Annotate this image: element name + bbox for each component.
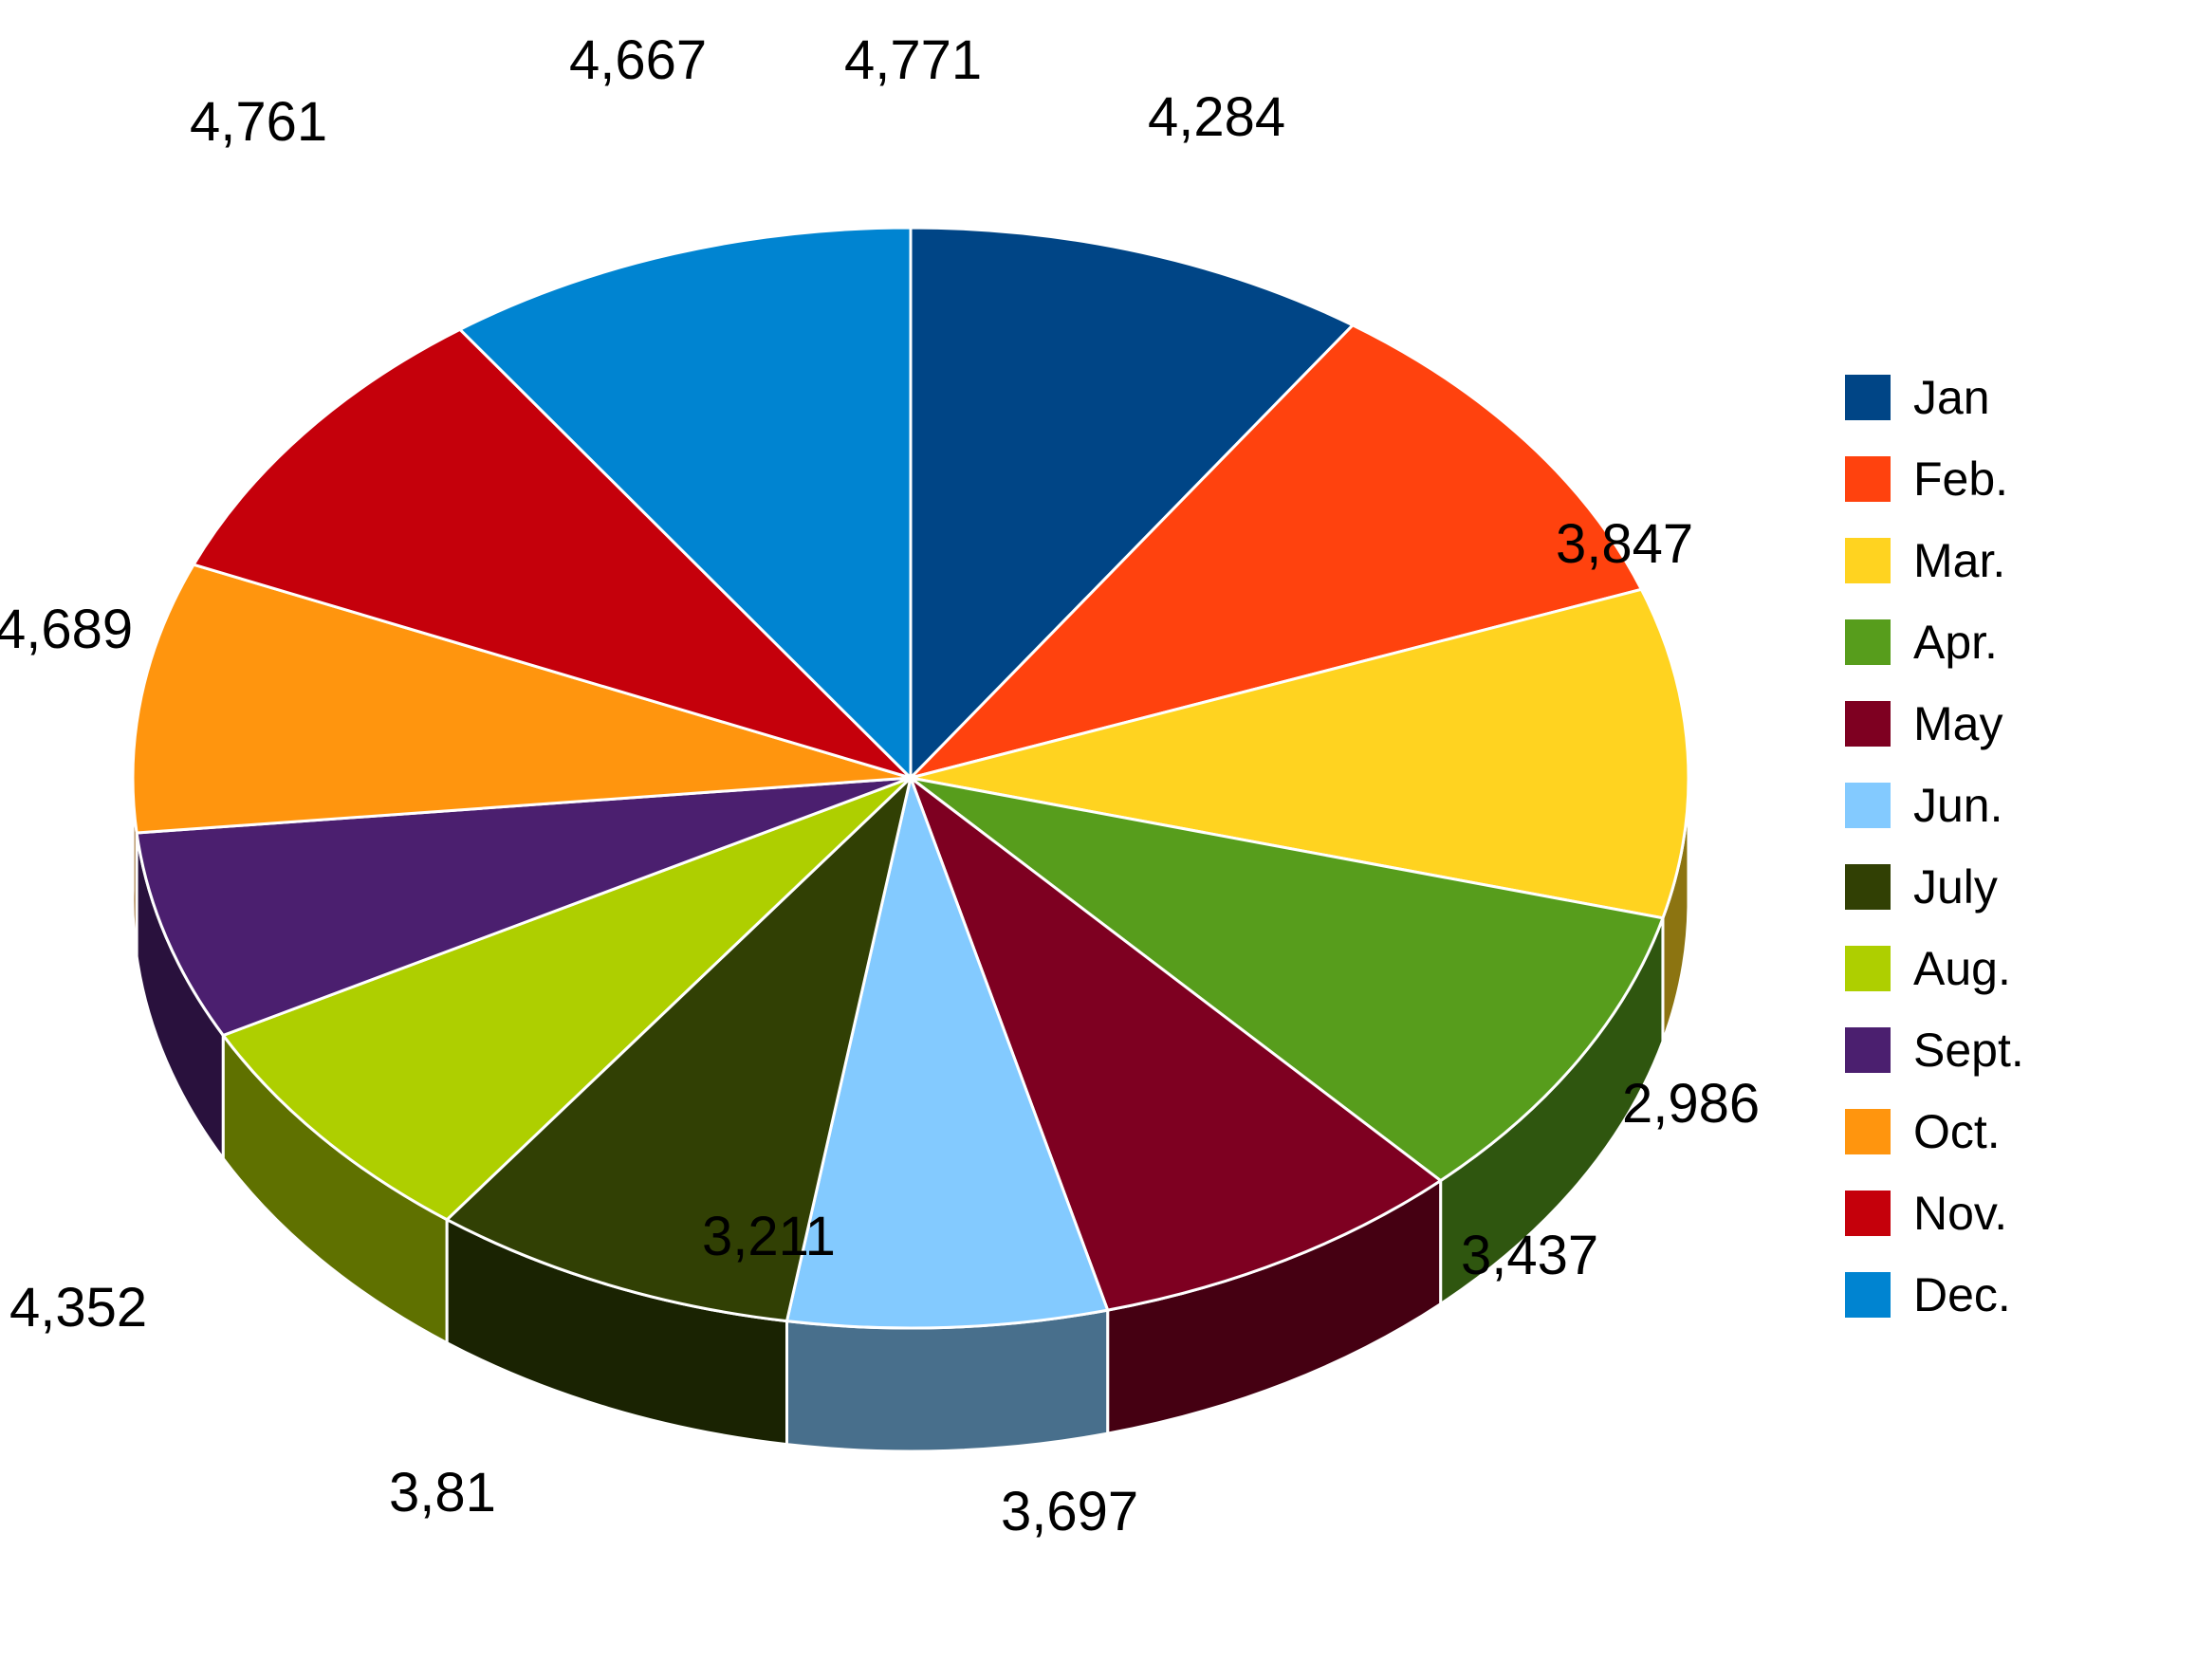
legend-swatch bbox=[1845, 946, 1891, 991]
legend-item: Jan bbox=[1845, 370, 2024, 425]
legend-item: Nov. bbox=[1845, 1186, 2024, 1241]
legend-swatch bbox=[1845, 1109, 1891, 1154]
legend-label: Nov. bbox=[1913, 1186, 2007, 1241]
legend-swatch bbox=[1845, 619, 1891, 665]
legend-item: May bbox=[1845, 696, 2024, 751]
legend-label: Sept. bbox=[1913, 1023, 2024, 1078]
legend-item: Oct. bbox=[1845, 1104, 2024, 1159]
legend-item: Dec. bbox=[1845, 1267, 2024, 1322]
legend-label: Feb. bbox=[1913, 452, 2008, 507]
data-label: 3,437 bbox=[1461, 1224, 1598, 1287]
data-label: 3,697 bbox=[1001, 1480, 1138, 1543]
legend-label: Oct. bbox=[1913, 1104, 2001, 1159]
data-label: 4,761 bbox=[190, 90, 327, 154]
legend-item: Jun. bbox=[1845, 778, 2024, 833]
legend-swatch bbox=[1845, 1272, 1891, 1318]
legend-label: May bbox=[1913, 696, 2002, 751]
data-label: 3,81 bbox=[389, 1461, 496, 1524]
legend-swatch bbox=[1845, 375, 1891, 420]
legend: Jan Feb. Mar. Apr. May Jun. July Aug. Sept. Oct. N… bbox=[1845, 370, 2024, 1349]
data-label: 4,689 bbox=[0, 598, 133, 661]
legend-item: Feb. bbox=[1845, 452, 2024, 507]
data-label: 2,986 bbox=[1622, 1072, 1760, 1135]
legend-swatch bbox=[1845, 1191, 1891, 1236]
data-label: 4,667 bbox=[569, 28, 707, 92]
chart-container: { "pie_chart": { "type": "pie-3d", "cent… bbox=[0, 0, 2196, 1680]
legend-item: Sept. bbox=[1845, 1023, 2024, 1078]
legend-swatch bbox=[1845, 1027, 1891, 1073]
data-label: 3,211 bbox=[702, 1205, 836, 1268]
legend-swatch bbox=[1845, 783, 1891, 828]
legend-label: Aug. bbox=[1913, 941, 2011, 996]
legend-swatch bbox=[1845, 456, 1891, 502]
legend-label: Jan bbox=[1913, 370, 1990, 425]
legend-label: Jun. bbox=[1913, 778, 2003, 833]
legend-label: Dec. bbox=[1913, 1267, 2011, 1322]
data-label: 4,284 bbox=[1148, 85, 1285, 149]
data-label: 3,847 bbox=[1556, 512, 1693, 576]
legend-label: Apr. bbox=[1913, 615, 1998, 670]
legend-swatch bbox=[1845, 864, 1891, 910]
legend-item: Apr. bbox=[1845, 615, 2024, 670]
data-label: 4,771 bbox=[844, 28, 982, 92]
legend-item: Aug. bbox=[1845, 941, 2024, 996]
legend-item: Mar. bbox=[1845, 533, 2024, 588]
legend-swatch bbox=[1845, 701, 1891, 747]
legend-item: July bbox=[1845, 859, 2024, 914]
legend-label: July bbox=[1913, 859, 1998, 914]
data-label: 4,352 bbox=[9, 1276, 147, 1339]
legend-label: Mar. bbox=[1913, 533, 2005, 588]
legend-swatch bbox=[1845, 538, 1891, 583]
pie-slice-side bbox=[787, 1310, 1108, 1451]
